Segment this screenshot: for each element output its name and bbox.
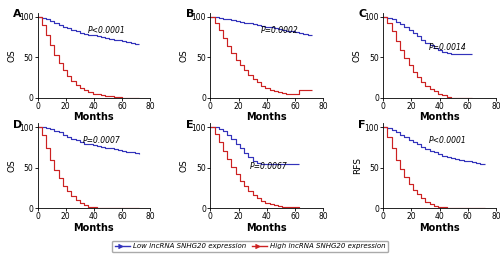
- Y-axis label: OS: OS: [352, 49, 362, 62]
- X-axis label: Months: Months: [420, 223, 460, 233]
- Text: A: A: [12, 10, 22, 20]
- X-axis label: Months: Months: [420, 112, 460, 122]
- Y-axis label: OS: OS: [7, 49, 16, 62]
- Text: E: E: [186, 120, 193, 130]
- Y-axis label: RFS: RFS: [352, 157, 362, 174]
- Text: D: D: [12, 120, 22, 130]
- Text: B: B: [186, 10, 194, 20]
- Y-axis label: OS: OS: [180, 159, 189, 172]
- Text: P<0.0001: P<0.0001: [88, 25, 126, 35]
- Legend: Low lncRNA SNHG20 expression, High lncRNA SNHG20 expression: Low lncRNA SNHG20 expression, High lncRN…: [112, 241, 388, 252]
- X-axis label: Months: Months: [246, 223, 287, 233]
- X-axis label: Months: Months: [74, 223, 114, 233]
- Text: C: C: [358, 10, 366, 20]
- Y-axis label: OS: OS: [180, 49, 189, 62]
- Text: P=0.0014: P=0.0014: [428, 42, 466, 52]
- Text: F: F: [358, 120, 366, 130]
- Text: P=0.0002: P=0.0002: [261, 25, 299, 35]
- X-axis label: Months: Months: [246, 112, 287, 122]
- Text: P=0.0067: P=0.0067: [250, 161, 288, 171]
- X-axis label: Months: Months: [74, 112, 114, 122]
- Text: P<0.0001: P<0.0001: [428, 136, 466, 145]
- Text: P=0.0007: P=0.0007: [82, 136, 120, 145]
- Y-axis label: OS: OS: [7, 159, 16, 172]
